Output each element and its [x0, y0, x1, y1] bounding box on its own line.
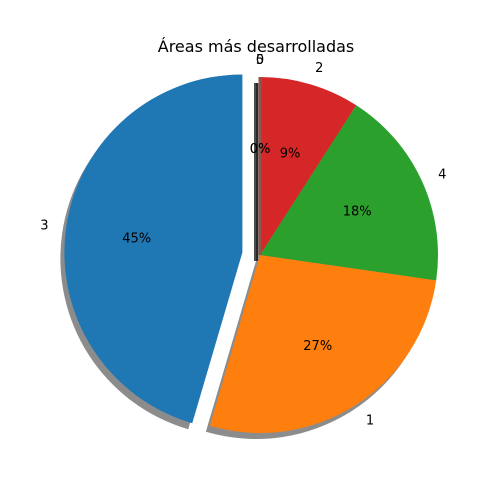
slice-label-2: 2 [315, 61, 323, 76]
slice-label-1: 1 [366, 414, 374, 429]
slice-percent-0: 0% [250, 142, 271, 157]
pie-slice-3 [64, 74, 242, 423]
slice-percent-4: 18% [343, 205, 372, 220]
slice-label-0: 0 [256, 53, 264, 68]
slice-percent-3: 45% [122, 231, 151, 246]
slice-percent-1: 27% [303, 339, 332, 354]
slice-label-3: 3 [40, 219, 48, 234]
slice-label-4: 4 [438, 168, 446, 183]
slice-percent-2: 9% [280, 147, 301, 162]
slice-layer [64, 74, 438, 433]
